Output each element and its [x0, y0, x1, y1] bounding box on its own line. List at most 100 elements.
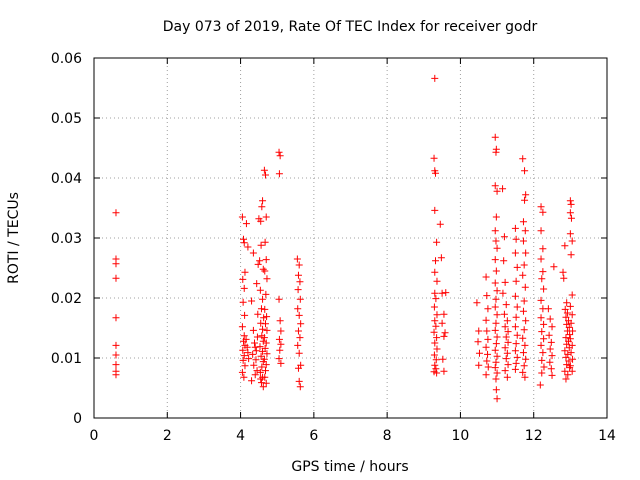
data-point: [491, 227, 499, 235]
x-tick-label: 14: [598, 428, 616, 444]
data-point: [242, 220, 250, 228]
data-point: [512, 340, 520, 348]
data-point: [254, 310, 262, 318]
data-point: [483, 292, 491, 300]
data-point: [520, 326, 528, 334]
data-point: [568, 291, 576, 299]
data-point: [263, 275, 271, 283]
data-point: [511, 347, 519, 355]
data-point: [440, 367, 448, 375]
y-tick-label: 0.06: [51, 51, 82, 67]
data-point: [295, 261, 303, 269]
data-point: [112, 274, 120, 282]
x-tick-label: 8: [383, 428, 392, 444]
data-point: [432, 257, 440, 265]
data-point: [563, 340, 571, 348]
data-point: [491, 256, 499, 264]
data-point: [567, 251, 575, 259]
data-point: [252, 347, 260, 355]
data-point: [566, 331, 574, 339]
data-point: [504, 338, 512, 346]
data-point: [257, 379, 265, 387]
data-point: [294, 341, 302, 349]
data-point: [482, 343, 490, 351]
data-point: [248, 297, 256, 305]
data-point: [250, 361, 258, 369]
data-point: [566, 209, 574, 217]
data-point: [491, 303, 499, 311]
data-point: [238, 323, 246, 331]
data-point: [503, 349, 511, 357]
y-tick-label: 0.04: [51, 171, 82, 187]
data-point: [261, 238, 269, 246]
data-point: [438, 289, 446, 297]
data-point: [433, 334, 441, 342]
data-point: [567, 200, 575, 208]
data-point: [473, 299, 481, 307]
data-point: [522, 249, 530, 257]
data-point: [294, 271, 302, 279]
data-point: [512, 359, 520, 367]
data-point: [257, 319, 265, 327]
data-point: [493, 287, 501, 295]
data-point: [433, 311, 441, 319]
x-tick-label: 0: [90, 428, 99, 444]
data-point: [240, 352, 248, 360]
data-point: [257, 241, 265, 249]
data-point: [504, 328, 512, 336]
data-point: [482, 273, 490, 281]
data-point: [261, 267, 269, 275]
data-point: [248, 377, 256, 385]
data-point: [293, 255, 301, 263]
data-point: [433, 345, 441, 353]
chart-title: Day 073 of 2019, Rate Of TEC Index for r…: [163, 19, 538, 35]
data-point: [539, 245, 547, 253]
data-point: [499, 289, 507, 297]
data-point: [563, 361, 571, 369]
data-point: [519, 307, 527, 315]
data-point: [484, 363, 492, 371]
data-point: [565, 357, 573, 365]
data-point: [548, 371, 556, 379]
data-point: [492, 386, 500, 394]
data-point: [484, 335, 492, 343]
data-point: [500, 257, 508, 265]
data-point: [112, 371, 120, 379]
data-point: [251, 371, 259, 379]
data-point: [261, 344, 269, 352]
x-tick-label: 10: [452, 428, 470, 444]
data-point: [546, 358, 554, 366]
data-point: [566, 197, 574, 205]
data-point: [512, 235, 520, 243]
data-point: [244, 349, 252, 357]
data-point: [500, 233, 508, 241]
data-point: [563, 309, 571, 317]
x-tick-label: 12: [525, 428, 543, 444]
data-point: [433, 369, 441, 377]
data-point: [522, 355, 530, 363]
data-point: [253, 367, 261, 375]
data-point: [502, 355, 510, 363]
data-point: [562, 334, 570, 342]
data-point: [275, 355, 283, 363]
data-point: [519, 237, 527, 245]
data-point: [502, 301, 510, 309]
data-point: [277, 340, 285, 348]
data-point: [259, 325, 267, 333]
data-point: [511, 323, 519, 331]
data-point: [566, 335, 574, 343]
data-point: [253, 333, 261, 341]
data-point: [503, 317, 511, 325]
data-point: [430, 303, 438, 311]
data-point: [513, 303, 521, 311]
data-point: [503, 373, 511, 381]
data-point: [439, 355, 447, 363]
data-point: [568, 367, 576, 375]
data-point: [550, 263, 558, 271]
data-point: [240, 284, 248, 292]
data-point: [483, 357, 491, 365]
data-point: [522, 191, 530, 199]
data-point: [484, 305, 492, 313]
data-point: [437, 254, 445, 262]
data-point: [538, 356, 546, 364]
